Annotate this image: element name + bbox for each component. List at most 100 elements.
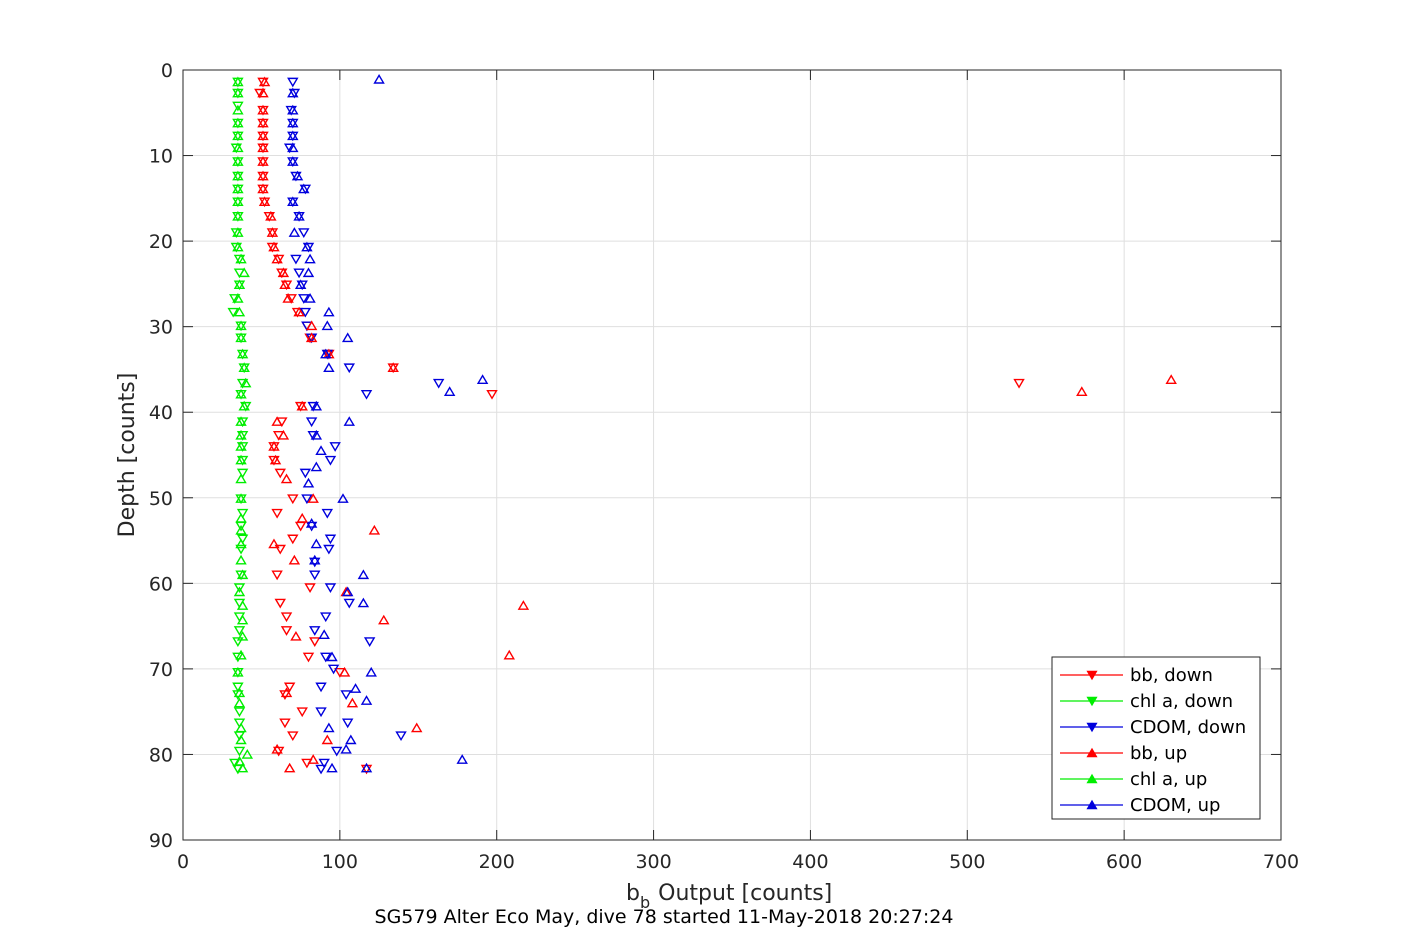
data-point: [294, 521, 307, 532]
data-point: [235, 538, 247, 549]
data-point: [305, 518, 318, 528]
data-point: [233, 279, 246, 290]
data-point: [235, 544, 247, 555]
data-point: [257, 117, 269, 128]
data-point: [279, 718, 291, 729]
data-point: [287, 142, 299, 153]
data-point: [271, 570, 283, 581]
y-tick-label: 10: [149, 146, 173, 168]
data-point: [324, 534, 337, 545]
legend-label: CDOM, down: [1130, 717, 1246, 738]
data-point: [268, 441, 280, 451]
data-point: [363, 637, 376, 647]
data-point: [321, 508, 334, 519]
data-point: [274, 598, 286, 609]
data-point: [304, 583, 316, 594]
data-point: [280, 280, 293, 291]
legend-label: chl a, up: [1130, 769, 1207, 790]
data-point: [395, 731, 407, 742]
data-point: [238, 362, 250, 373]
data-point: [329, 442, 341, 452]
data-point: [323, 306, 335, 317]
data-point: [235, 429, 247, 440]
data-point: [232, 170, 244, 181]
data-point: [233, 254, 246, 265]
y-tick-label: 40: [149, 402, 173, 424]
data-point: [309, 557, 321, 568]
legend-marker: [1086, 670, 1098, 681]
data-point: [257, 77, 269, 88]
data-point: [1013, 378, 1025, 389]
data-point: [236, 455, 249, 466]
data-point: [232, 637, 244, 647]
data-point: [287, 104, 299, 115]
data-point: [236, 468, 249, 479]
legend-item: chl a, up: [1060, 769, 1207, 790]
data-point: [296, 400, 308, 411]
series-bb-up: [257, 76, 1177, 773]
x-axis-label-subscript: b: [640, 893, 650, 912]
data-point: [235, 388, 247, 399]
data-point: [232, 210, 244, 221]
data-point: [305, 521, 318, 532]
legend-label: bb, down: [1130, 665, 1213, 686]
data-point: [315, 445, 327, 456]
data-point: [287, 130, 299, 141]
data-point: [320, 612, 332, 623]
data-point: [357, 569, 370, 580]
data-point: [235, 570, 247, 581]
data-point: [360, 695, 373, 705]
data-markers: [227, 73, 1177, 775]
data-point: [233, 583, 246, 594]
data-point: [277, 267, 290, 278]
legend-label: chl a, down: [1130, 691, 1233, 712]
data-point: [368, 524, 381, 535]
data-point: [236, 630, 249, 641]
data-point: [310, 461, 323, 472]
data-point: [235, 320, 247, 331]
data-point: [287, 534, 299, 545]
x-tick-label: 600: [1106, 851, 1142, 873]
data-point: [310, 538, 323, 549]
data-point: [271, 253, 283, 264]
data-point: [287, 196, 299, 207]
data-point: [287, 494, 299, 505]
data-point: [296, 707, 308, 718]
data-point: [257, 170, 269, 181]
data-point: [318, 629, 330, 639]
data-point: [302, 267, 315, 278]
x-axis-label: bb Output [counts]: [626, 881, 832, 912]
plot-area: [182, 69, 1282, 841]
data-point: [285, 294, 297, 304]
data-point: [236, 508, 249, 519]
data-point: [287, 77, 299, 88]
data-point: [326, 762, 338, 773]
data-point: [265, 210, 277, 221]
data-point: [236, 378, 249, 389]
data-point: [277, 429, 290, 440]
data-point: [236, 600, 249, 610]
data-point: [232, 101, 244, 112]
data-point: [232, 130, 244, 141]
data-point: [305, 320, 318, 331]
data-point: [235, 253, 247, 264]
data-point: [305, 332, 318, 343]
data-point: [293, 306, 305, 317]
data-point: [236, 762, 249, 773]
y-tick-label: 80: [149, 744, 173, 766]
data-point: [365, 666, 377, 677]
data-point: [232, 117, 244, 128]
data-point: [236, 431, 249, 441]
data-point: [321, 349, 334, 360]
data-point: [486, 389, 498, 400]
data-point: [232, 652, 244, 663]
data-point: [283, 682, 296, 693]
data-point: [287, 156, 299, 166]
data-point: [302, 477, 315, 488]
data-point: [517, 600, 530, 610]
data-point: [227, 307, 239, 318]
data-point: [343, 416, 355, 426]
data-point: [235, 332, 247, 343]
data-point: [321, 320, 334, 331]
